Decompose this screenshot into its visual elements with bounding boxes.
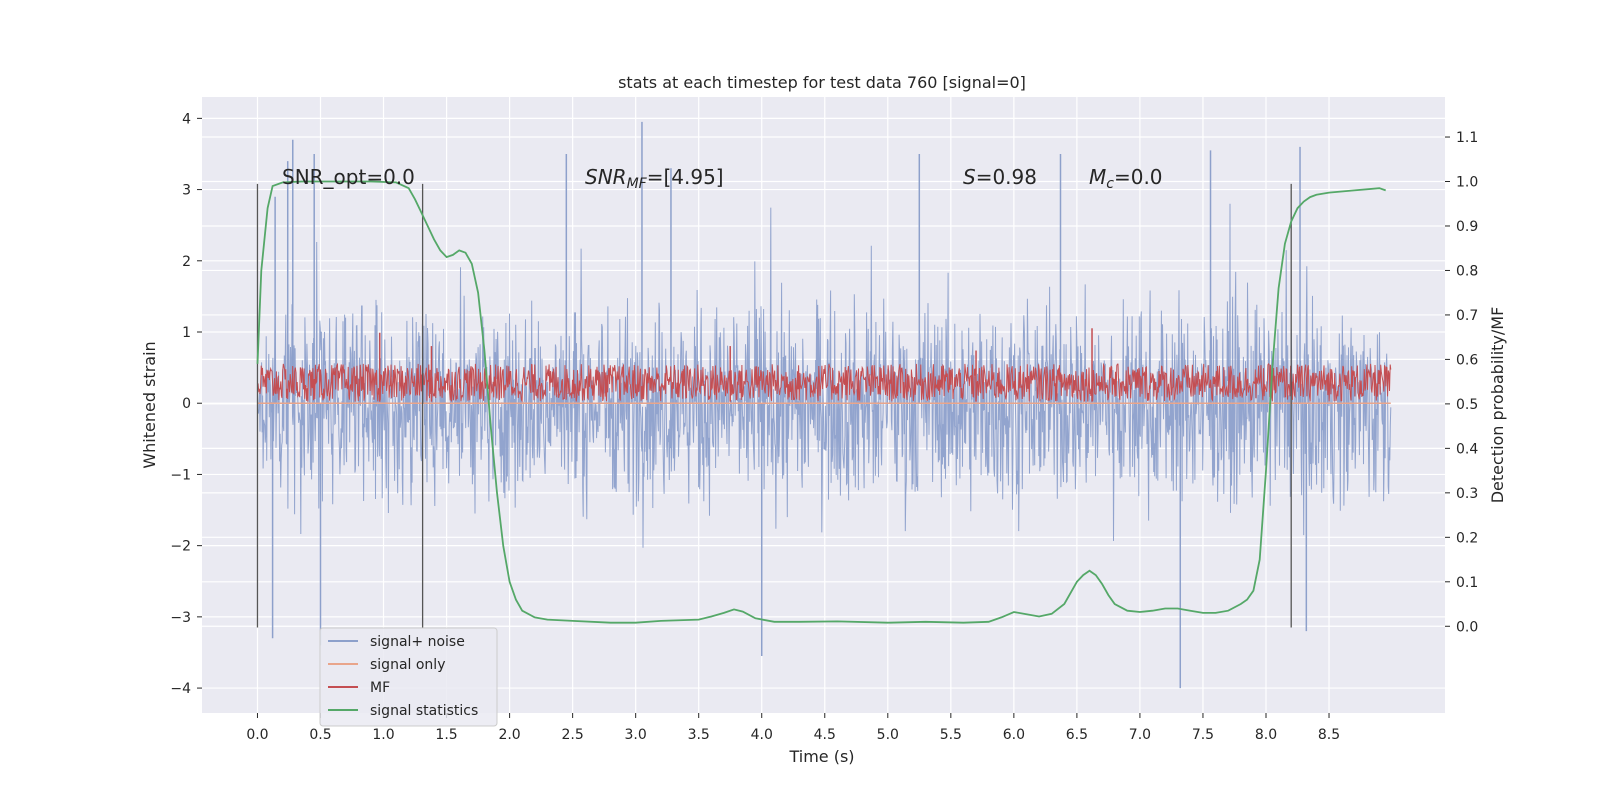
annotation-snr-mf-sub: MF [627, 176, 648, 192]
y-tick-label: 1 [182, 325, 191, 341]
y2-tick-label: 1.0 [1456, 175, 1478, 191]
x-tick-labels: 0.0 0.5 1.0 1.5 2.0 2.5 3.0 3.5 4.0 4.5 5.0 5.5 6.0 6… [246, 713, 1340, 743]
y-tick-labels: 4 3 2 1 0 −1 −2 −3 −4 [170, 111, 202, 697]
annotation-s-value: =0.98 [976, 165, 1037, 189]
y-axis-label: Whitened strain [140, 341, 159, 468]
y2-tick-label: 0.4 [1456, 441, 1478, 457]
annotation-snr-mf: SNRMF=[4.95] [585, 165, 724, 192]
x-tick-label: 4.0 [751, 727, 773, 743]
y2-tick-labels: 1.1 1.0 0.9 0.8 0.7 0.6 0.5 0.4 0.3 0.2 0.1 0.0 [1445, 130, 1478, 635]
legend-label-signal-noise: signal+ noise [370, 634, 465, 650]
x-tick-label: 6.5 [1066, 727, 1088, 743]
y2-tick-label: 0.2 [1456, 530, 1478, 546]
x-tick-label: 1.0 [372, 727, 394, 743]
annotation-mc-sub: c [1106, 176, 1114, 192]
x-tick-label: 3.5 [688, 727, 710, 743]
y-tick-label: −1 [170, 467, 191, 483]
y-tick-label: −3 [170, 610, 191, 626]
y2-tick-label: 1.1 [1456, 130, 1478, 146]
y2-tick-label: 0.7 [1456, 308, 1478, 324]
x-tick-label: 7.5 [1192, 727, 1214, 743]
x-tick-label: 4.5 [814, 727, 836, 743]
y-tick-label: 4 [182, 111, 191, 127]
y2-tick-label: 0.9 [1456, 219, 1478, 235]
legend-label-mf: MF [370, 680, 390, 696]
legend-label-signal-only: signal only [370, 657, 445, 673]
x-tick-label: 7.0 [1129, 727, 1151, 743]
annotation-snr-opt: SNR_opt=0.0 [282, 165, 415, 189]
legend-label-signal-statistics: signal statistics [370, 703, 478, 719]
grid-lines [202, 97, 1445, 713]
annotation-snr-mf-base: SNR [585, 165, 627, 189]
x-tick-label: 8.0 [1255, 727, 1277, 743]
legend-box [319, 627, 498, 727]
y-tick-label: −4 [170, 681, 191, 697]
annotation-s: S=0.98 [963, 165, 1037, 189]
x-tick-label: 2.0 [498, 727, 520, 743]
x-tick-label: 1.5 [435, 727, 457, 743]
y2-tick-label: 0.0 [1456, 619, 1478, 635]
x-tick-label: 5.0 [877, 727, 899, 743]
x-tick-label: 0.0 [246, 727, 268, 743]
mf-line [257, 362, 1392, 403]
y2-tick-label: 0.6 [1456, 352, 1478, 368]
signal-statistics-series [256, 180, 1386, 624]
y-tick-label: 0 [182, 396, 191, 412]
signal-statistics-line [256, 180, 1386, 624]
y2-tick-label: 0.5 [1456, 397, 1478, 413]
y-tick-label: 3 [182, 183, 191, 199]
y-tick-label: 2 [182, 254, 191, 270]
annotation-mc-value: =0.0 [1114, 165, 1163, 189]
annotation-mc-base: M [1089, 165, 1106, 189]
signal-noise-series [257, 121, 1392, 689]
x-tick-label: 2.5 [561, 727, 583, 743]
annotation-snr-mf-value: =[4.95] [647, 165, 724, 189]
x-tick-label: 3.0 [625, 727, 647, 743]
y-tick-label: −2 [170, 539, 191, 555]
annotation-s-symbol: S [963, 165, 976, 189]
x-axis-label: Time (s) [788, 747, 854, 766]
x-tick-label: 6.0 [1003, 727, 1025, 743]
vertical-markers [256, 183, 1292, 628]
signal-noise-line [257, 203, 1392, 548]
mf-series [257, 328, 1392, 403]
y2-tick-label: 0.8 [1456, 263, 1478, 279]
y2-axis-label: Detection probability/MF [1488, 307, 1507, 504]
chart-title: stats at each timestep for test data 760… [618, 73, 1026, 92]
x-tick-label: 0.5 [309, 727, 331, 743]
annotation-mc: Mc=0.0 [1089, 165, 1163, 192]
x-tick-label: 5.5 [940, 727, 962, 743]
x-tick-label: 8.5 [1318, 727, 1340, 743]
legend: signal+ noise signal only MF signal stat… [319, 627, 498, 727]
y2-tick-label: 0.3 [1456, 486, 1478, 502]
y2-tick-label: 0.1 [1456, 575, 1478, 591]
